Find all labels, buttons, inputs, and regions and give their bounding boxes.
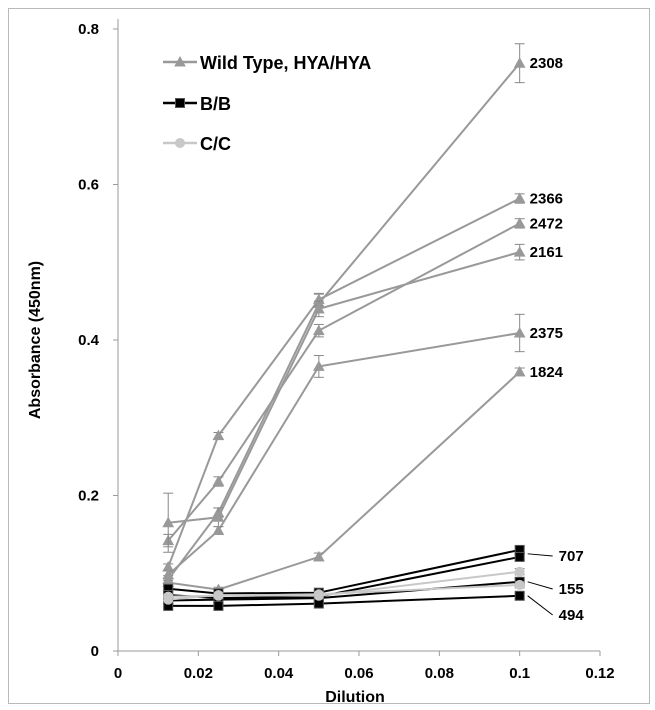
data-point: [212, 429, 225, 441]
series-line: [168, 548, 520, 595]
data-point: [213, 600, 224, 611]
x-tick-label: 0: [114, 665, 122, 682]
data-point: [514, 551, 525, 562]
data-point: [162, 516, 175, 528]
y-tick-label: 0.8: [78, 21, 99, 38]
series-line: [167, 197, 521, 568]
series-end-label: 707: [559, 548, 584, 565]
label-leader-line: [527, 581, 553, 590]
data-point: [213, 590, 224, 601]
label-leader-line: [527, 595, 553, 616]
series-line: [167, 332, 520, 576]
legend-marker: [175, 138, 185, 148]
chart-frame: [8, 8, 650, 704]
series-end-label: 494: [559, 607, 585, 624]
data-point: [212, 524, 225, 535]
data-point: [513, 57, 526, 68]
data-point: [312, 360, 325, 371]
data-point: [212, 475, 225, 487]
series-line: [168, 594, 520, 607]
series-end-label: 2161: [530, 244, 563, 261]
legend-label: Wild Type, HYA/HYA: [200, 53, 371, 73]
y-tick-label: 0.2: [78, 488, 99, 505]
series-end-label: 155: [559, 581, 584, 598]
y-axis-label: Absorbance (450nm): [27, 261, 44, 419]
x-tick-label: 0.04: [264, 665, 294, 682]
data-point: [513, 217, 526, 228]
data-point: [313, 589, 324, 600]
data-point: [163, 591, 174, 602]
data-point: [513, 326, 526, 338]
x-tick-label: 0.02: [184, 665, 213, 682]
series-end-label: 1824: [530, 364, 564, 381]
y-tick-label: 0: [91, 643, 99, 660]
data-point: [312, 324, 325, 336]
data-point: [312, 550, 325, 562]
series-line: [167, 222, 521, 542]
series-line: [167, 62, 521, 581]
data-point: [514, 590, 525, 601]
x-tick-label: 0.06: [344, 665, 373, 682]
series-line: [168, 251, 520, 524]
y-tick-label: 0.6: [78, 177, 99, 194]
series-line: [168, 583, 520, 598]
legend-label: B/B: [200, 94, 231, 114]
data-point: [514, 579, 525, 590]
data-point: [312, 302, 325, 314]
x-axis-label: Dilution: [325, 689, 385, 706]
series-end-label: 2366: [530, 190, 563, 207]
y-tick-label: 0.4: [78, 332, 100, 349]
series-end-label: 2472: [530, 215, 563, 232]
data-point: [513, 365, 526, 377]
series-line: [168, 371, 521, 591]
data-point: [514, 566, 525, 577]
series-end-label: 2308: [530, 55, 563, 72]
series-end-label: 2375: [530, 325, 563, 342]
x-tick-label: 0.1: [509, 665, 530, 682]
x-tick-label: 0.08: [425, 665, 454, 682]
legend-marker: [175, 98, 185, 108]
label-leader-line: [527, 553, 553, 557]
legend-label: C/C: [200, 134, 231, 154]
legend-marker: [174, 55, 186, 67]
data-point: [513, 246, 526, 257]
x-tick-label: 0.12: [585, 665, 614, 682]
data-point: [513, 192, 526, 203]
data-point: [212, 511, 225, 522]
